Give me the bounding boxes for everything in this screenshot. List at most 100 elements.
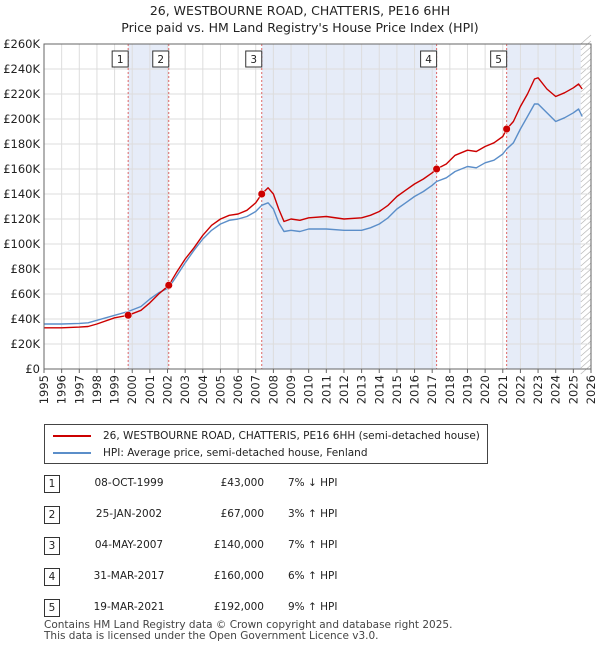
x-tick-label: 1996 [55,375,69,404]
y-tick-label: £20K [11,337,41,351]
x-tick-label: 1999 [108,375,122,404]
price-chart: 1 2 3 4 5 £0 £20K £40K £60K £80K £100K £120K £140K £1… [3,34,598,404]
transaction-label: 1 [117,54,124,66]
forecast-hatch-line [580,226,592,237]
forecast-hatch-line [580,328,592,339]
x-tick-label: 2006 [231,375,245,404]
x-tick-label: 2026 [584,375,598,404]
x-tick-label: 1998 [90,375,104,404]
x-tick-label: 2017 [425,375,439,404]
transaction-label: 2 [157,54,164,66]
forecast-hatch-line [580,208,592,219]
y-tick-label: £140K [3,187,40,201]
y-tick-label: £80K [11,262,41,276]
legend-item-property: 26, WESTBOURNE ROAD, CHATTERIS, PE16 6HH… [53,428,480,444]
transaction-hpi-diff: 7% ↑ HPI [288,539,338,551]
table-row: 5 19-MAR-2021 £192,000 9% ↑ HPI [44,597,444,617]
transaction-hpi-diff: 9% ↑ HPI [288,601,338,613]
ownership-shade [128,44,169,369]
transaction-label-box [152,50,170,68]
x-tick-label: 2022 [513,375,527,404]
y-tick-label: £260K [3,37,40,51]
forecast-hatch-line [580,232,592,243]
forecast-hatch-line [580,52,592,63]
legend-item-hpi: HPI: Average price, semi-detached house,… [53,445,367,461]
x-tick-label: 2021 [496,375,510,404]
forecast-hatch-line [580,244,592,255]
forecast-hatch-line [580,82,592,93]
forecast-hatch-line [580,124,592,135]
forecast-hatch-line [580,256,592,267]
transaction-price: £43,000 [220,477,264,489]
x-tick-label: 2018 [443,375,457,404]
y-tick-label: £40K [11,312,41,326]
y-tick-label: £240K [3,62,40,76]
x-tick-label: 2015 [390,375,404,404]
transaction-label-box [245,50,263,68]
legend: 26, WESTBOURNE ROAD, CHATTERIS, PE16 6HH… [44,424,488,464]
transaction-label-box [490,50,508,68]
transaction-label-box [420,50,438,68]
x-tick-label: 2024 [549,375,563,404]
forecast-hatch-line [580,334,592,345]
forecast-hatch-line [580,280,592,291]
y-tick-label: £180K [3,137,40,151]
transaction-date: 08-OCT-1999 [94,477,164,489]
transaction-hpi-diff: 6% ↑ HPI [288,570,338,582]
x-tick-label: 2010 [302,375,316,404]
transaction-label: 4 [425,54,432,66]
transaction-label: 5 [495,54,502,66]
transaction-number-badge: 5 [44,599,60,617]
forecast-hatch-line [580,70,592,81]
transaction-price: £67,000 [220,508,264,520]
transaction-number-badge: 4 [44,568,60,586]
x-tick-label: 2013 [355,375,369,404]
transaction-point [257,189,266,199]
y-tick-label: £60K [11,287,41,301]
forecast-hatch-line [580,172,592,183]
x-tick-label: 2007 [249,375,263,404]
table-row: 1 08-OCT-1999 £43,000 7% ↓ HPI [44,473,444,493]
forecast-hatch-line [580,250,592,261]
x-tick-label: 2002 [161,375,175,404]
ownership-shade [506,44,581,369]
forecast-hatch-line [580,196,592,207]
footer-license: This data is licensed under the Open Gov… [44,630,379,642]
forecast-hatch-line [580,58,592,69]
transaction-point [124,311,133,320]
forecast-hatch-line [580,154,592,165]
y-tick-label: £120K [3,212,40,226]
footer-attribution: Contains HM Land Registry data © Crown c… [44,620,452,642]
transaction-number-badge: 1 [44,475,60,493]
transaction-price: £160,000 [213,570,264,582]
x-tick-label: 2016 [408,375,422,404]
forecast-hatch-line [580,352,592,363]
forecast-hatch-line [580,178,592,189]
chart-subtitle: Price paid vs. HM Land Registry's House … [121,20,479,35]
x-tick-label: 2000 [125,375,139,404]
forecast-hatch-line [580,148,592,159]
forecast-hatch-line [580,130,592,141]
transaction-price: £140,000 [213,539,264,551]
y-tick-label: £220K [3,87,40,101]
forecast-hatch-line [580,262,592,273]
legend-label-hpi: HPI: Average price, semi-detached house,… [103,447,368,459]
forecast-hatch-line [580,358,592,369]
chart-title-block: 26, WESTBOURNE ROAD, CHATTERIS, PE16 6HH… [0,2,600,36]
transaction-date: 31-MAR-2017 [93,570,165,582]
x-tick-label: 2009 [284,375,298,404]
ownership-shade [261,44,437,369]
forecast-hatch-line [580,220,592,231]
transaction-hpi-diff: 3% ↑ HPI [288,508,338,520]
legend-swatch-property [53,435,91,437]
forecast-hatch-line [580,274,592,285]
footer-copyright: Contains HM Land Registry data © Crown c… [44,619,453,631]
forecast-hatch-line [580,46,592,57]
y-tick-label: £0 [25,362,40,376]
y-tick-label: £100K [3,237,40,251]
transaction-price: £192,000 [213,601,264,613]
transaction-hpi-diff: 7% ↓ HPI [288,477,338,489]
x-tick-label: 2012 [337,375,351,404]
x-tick-label: 2004 [196,375,210,404]
forecast-hatch-line [580,100,592,111]
